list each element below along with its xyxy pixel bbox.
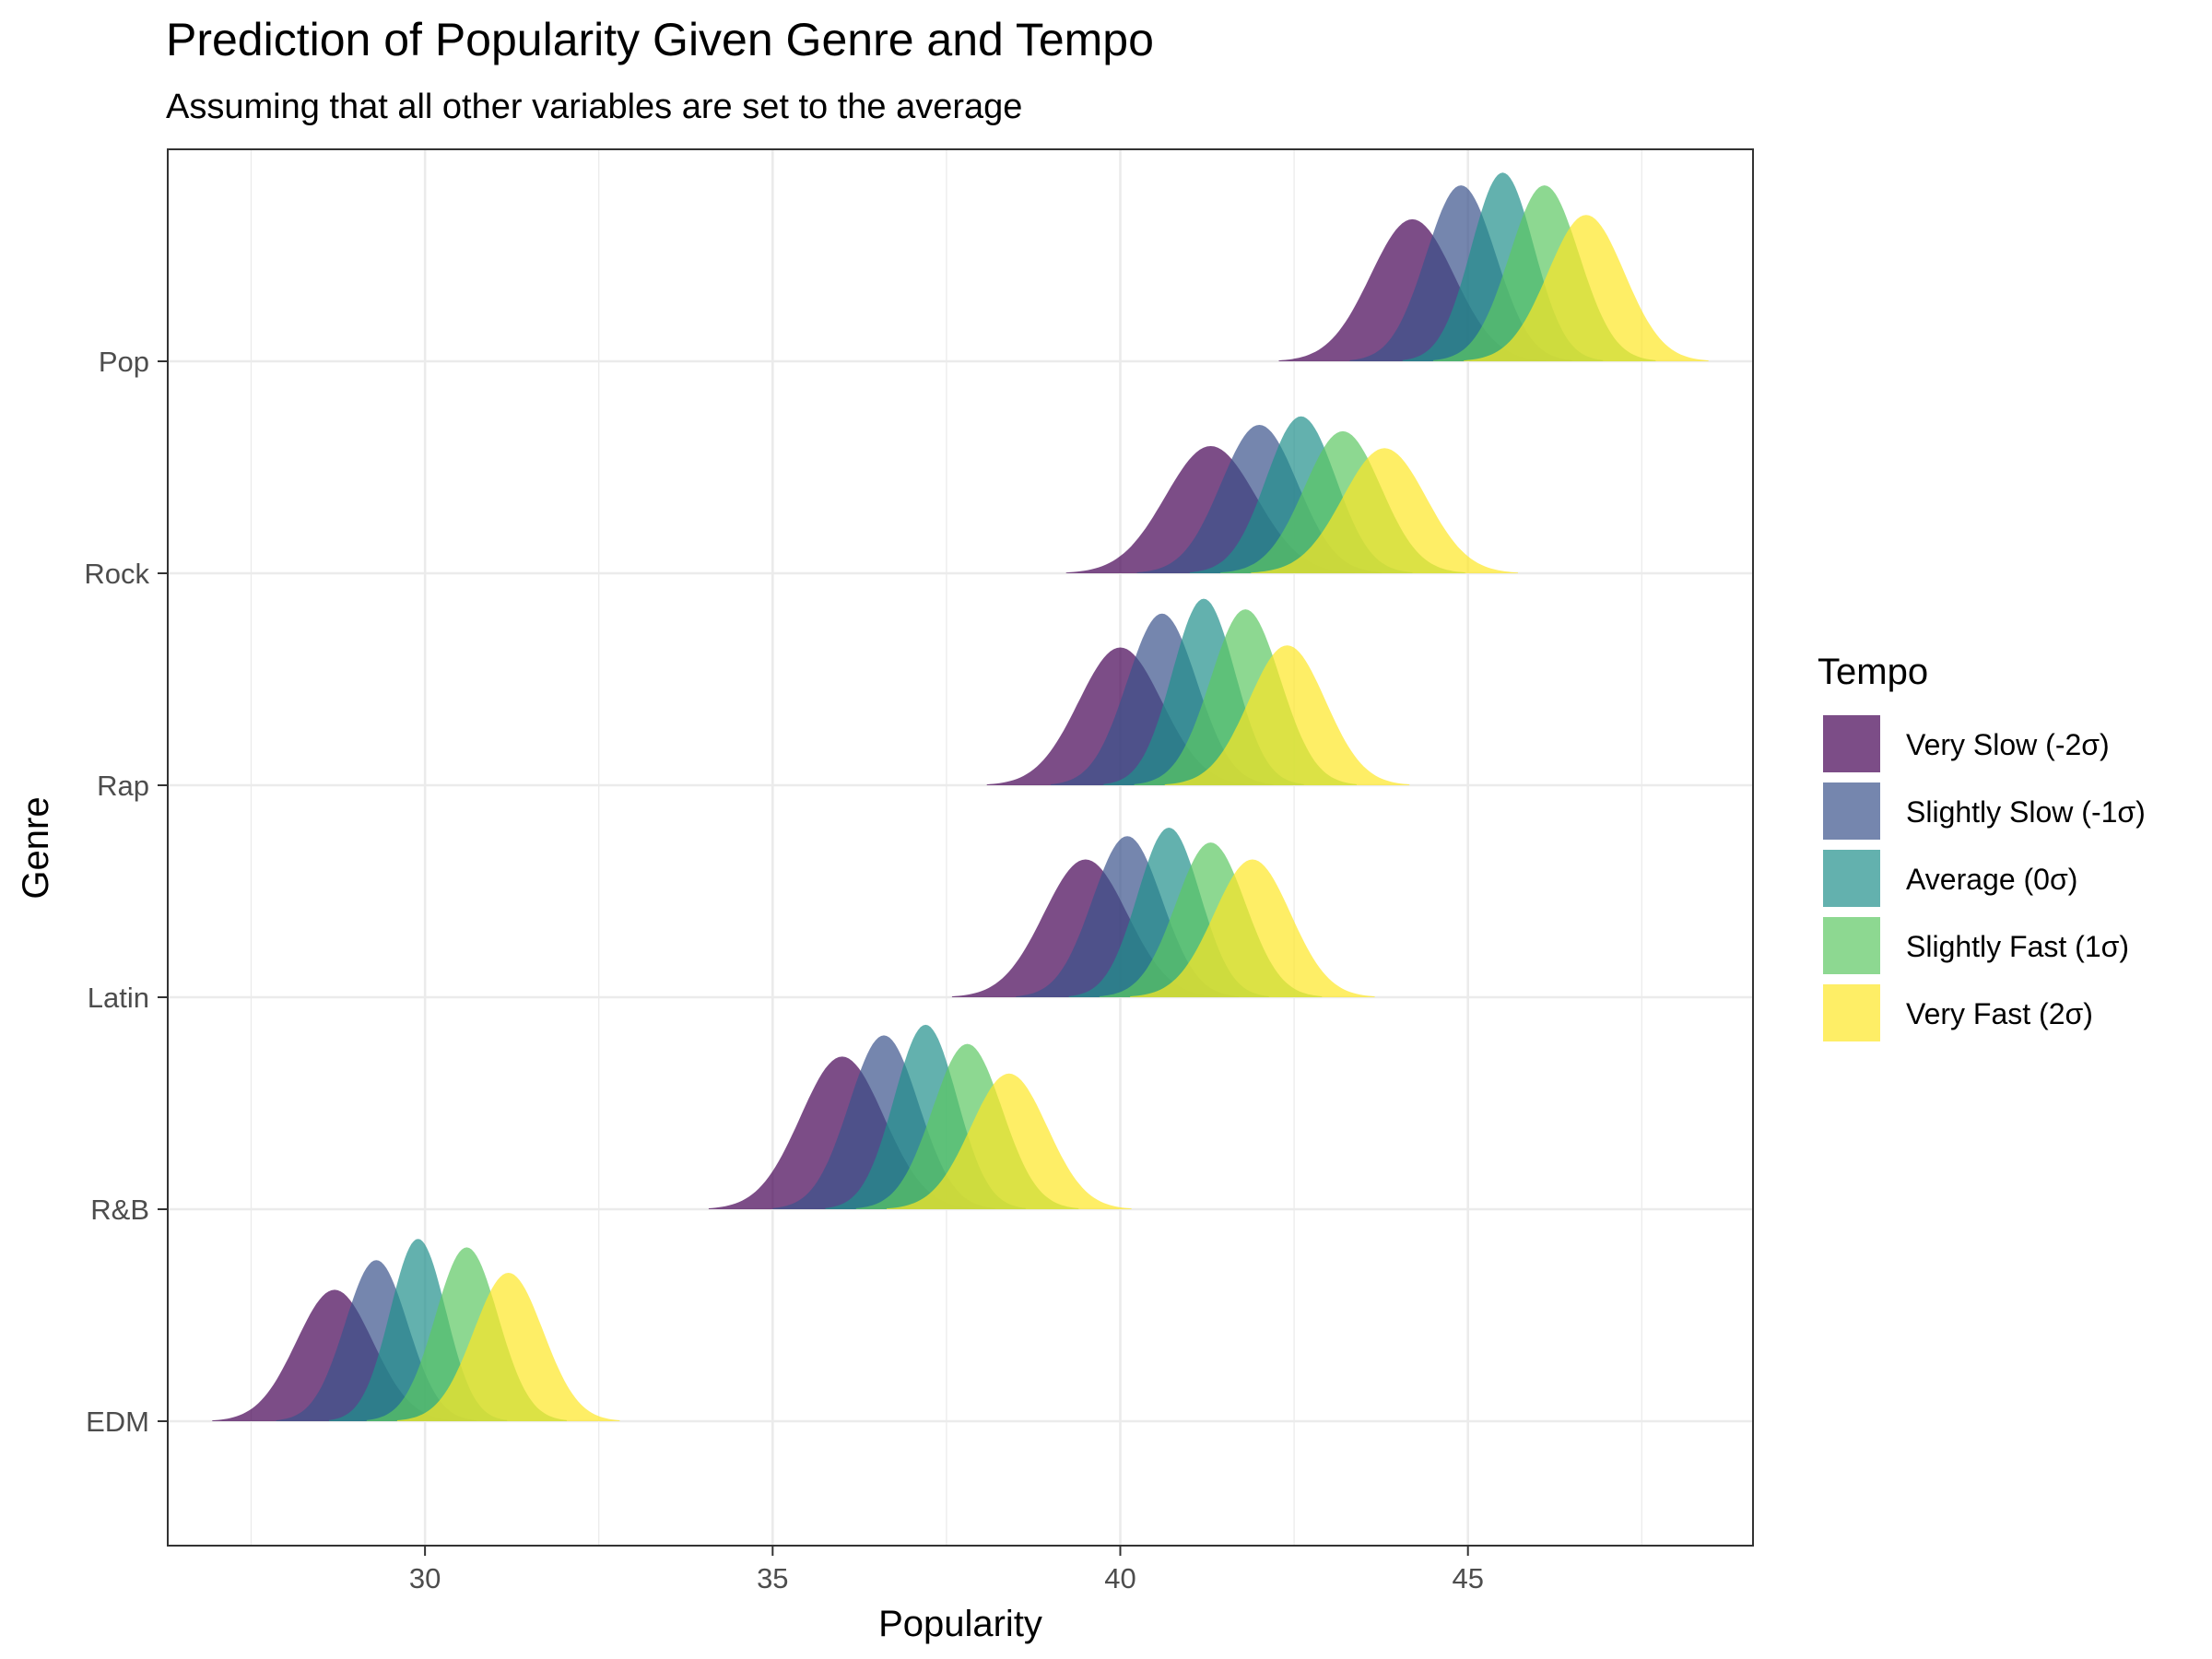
legend-label: Very Fast (2σ) (1906, 997, 2093, 1030)
legend-label: Slightly Fast (1σ) (1906, 930, 2129, 963)
ridge-group-rap (986, 598, 1410, 785)
legend-key (1823, 984, 1880, 1041)
ridge-group-rock (1065, 416, 1518, 573)
legend-key (1823, 917, 1880, 974)
density-ridge (1130, 859, 1375, 997)
legend-label: Very Slow (-2σ) (1906, 728, 2110, 761)
legend-key (1823, 782, 1880, 840)
ridge-group-rb (708, 1024, 1132, 1209)
chart-title: Prediction of Popularity Given Genre and… (166, 14, 1154, 65)
y-tick-label: Rock (84, 558, 149, 590)
density-ridge (1251, 448, 1518, 573)
density-ridge (1464, 215, 1709, 361)
x-tick-label: 30 (409, 1562, 441, 1594)
ridge-group-latin (951, 828, 1375, 997)
density-ridge (887, 1073, 1132, 1209)
y-axis-title: Genre (16, 796, 56, 899)
legend-label: Average (0σ) (1906, 863, 2077, 896)
density-ridge (396, 1273, 620, 1421)
legend-items: Very Slow (-2σ) Slightly Slow (-1σ) Averag… (1823, 715, 2146, 1041)
x-tick-label: 35 (757, 1562, 788, 1594)
y-tick-label: EDM (86, 1406, 149, 1438)
legend-key (1823, 715, 1880, 772)
density-layer (212, 172, 1709, 1421)
legend-label: Slightly Slow (-1σ) (1906, 795, 2146, 829)
x-tick-label: 45 (1452, 1562, 1483, 1594)
ridge-group-pop (1278, 172, 1709, 361)
legend-key (1823, 850, 1880, 907)
y-tick-label: R&B (90, 1194, 149, 1226)
x-axis-title: Popularity (878, 1604, 1042, 1644)
y-tick-label: Pop (99, 346, 149, 378)
plot-panel-border (167, 148, 1754, 1547)
axis-layer: 30 35 40 45 EDM R&B Latin Rap Rock Pop (84, 346, 1484, 1594)
y-tick-label: Rap (97, 770, 149, 802)
x-tick-label: 40 (1104, 1562, 1135, 1594)
density-ridge (1164, 645, 1410, 785)
y-tick-label: Latin (88, 982, 149, 1014)
ridge-group-edm (212, 1239, 620, 1421)
chart-subtitle: Assuming that all other variables are se… (166, 88, 1022, 126)
legend-title: Tempo (1818, 652, 1928, 692)
legend: Tempo Very Slow (-2σ) Slightly Slow (-1σ)… (1818, 652, 2146, 1041)
